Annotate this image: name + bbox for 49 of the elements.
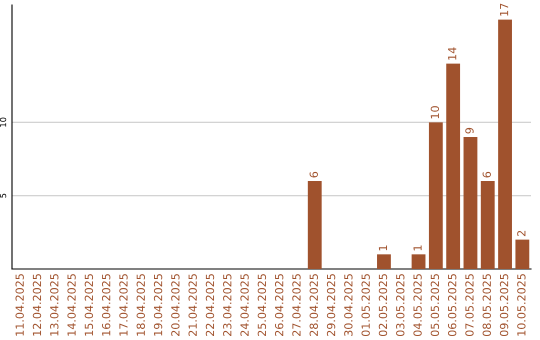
x-tick-label: 18.04.2025 [136, 274, 145, 336]
x-tick-label: 24.04.2025 [240, 274, 249, 336]
x-tick-label: 16.04.2025 [102, 274, 110, 336]
x-tick-label: 11.04.2025 [15, 274, 24, 336]
bar [464, 137, 478, 269]
x-tick-label: 22.04.2025 [206, 274, 214, 336]
x-tick-label: 30.04.2025 [344, 274, 353, 336]
x-tick-label: 14.04.2025 [67, 274, 76, 336]
data-label: 6 [310, 172, 318, 178]
x-tick-label: 25.04.2025 [258, 274, 266, 336]
data-label: 14 [448, 47, 456, 60]
x-tick-label: 08.05.2025 [482, 274, 491, 336]
x-tick-label: 03.05.2025 [396, 274, 404, 336]
bar [498, 20, 512, 269]
x-tick-label: 07.05.2025 [465, 274, 474, 336]
x-tick-label: 10.05.2025 [517, 274, 526, 336]
x-tick-label: 01.05.2025 [361, 274, 370, 336]
x-tick-label: 20.04.2025 [171, 274, 180, 336]
x-tick-label: 02.05.2025 [378, 274, 388, 336]
data-label: 1 [378, 246, 388, 250]
bar [308, 181, 322, 269]
bar [412, 254, 426, 269]
x-tick-label: 28.04.2025 [310, 274, 318, 336]
x-tick-label: 09.05.2025 [500, 274, 508, 336]
x-tick-label: 04.05.2025 [413, 274, 422, 336]
bar [515, 240, 530, 269]
data-label: 1 [414, 246, 422, 250]
data-label: 17 [500, 4, 508, 16]
x-tick-label: 26.04.2025 [274, 274, 284, 336]
x-tick-label: 17.04.2025 [119, 274, 128, 336]
bar [377, 254, 391, 269]
bar [480, 181, 495, 269]
x-tick-label: 15.04.2025 [84, 274, 94, 336]
x-tick-label: 06.05.2025 [448, 274, 456, 336]
x-tick-label: 19.04.2025 [154, 274, 162, 336]
data-label: 9 [465, 128, 474, 134]
data-label: 10 [430, 106, 440, 118]
data-label: 6 [482, 172, 491, 178]
x-tick-label: 29.04.2025 [326, 274, 336, 336]
x-tick-label: 13.04.2025 [50, 274, 58, 336]
x-tick-label: 23.04.2025 [223, 274, 232, 336]
x-tick-label: 12.04.2025 [32, 274, 42, 336]
x-tick-label: 27.04.2025 [292, 274, 301, 336]
x-tick-label: 21.04.2025 [188, 274, 197, 336]
y-tick-label: 5 [0, 194, 6, 198]
bar [428, 122, 443, 269]
bar [446, 64, 460, 269]
x-tick-label: 05.05.2025 [430, 274, 440, 336]
data-label: 2 [517, 230, 526, 236]
